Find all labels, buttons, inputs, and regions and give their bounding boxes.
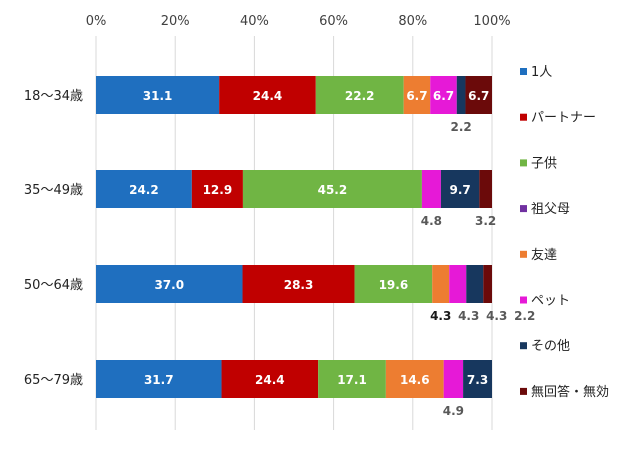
- bar-segment: [96, 360, 222, 398]
- legend-swatch: [520, 342, 527, 350]
- bar-segment: [96, 265, 243, 303]
- bar-segment: [403, 76, 431, 114]
- data-label: 28.3: [284, 278, 314, 292]
- data-label: 7.3: [467, 373, 488, 387]
- x-tick-label: 20%: [161, 14, 190, 29]
- bar-segment: [318, 360, 386, 398]
- legend-swatch: [520, 250, 527, 258]
- legend-swatch: [520, 113, 527, 121]
- legend-label: 無回答・無効: [531, 384, 609, 400]
- bar-segment: [96, 76, 220, 114]
- data-label: 2.2: [514, 309, 535, 323]
- bar-segment: [242, 170, 422, 208]
- legend-swatch: [520, 205, 527, 213]
- bar-segment: [466, 265, 484, 303]
- data-label: 4.3: [458, 309, 479, 323]
- data-label: 24.4: [253, 89, 283, 103]
- x-tick-label: 80%: [398, 14, 427, 29]
- bar-segment: [354, 265, 433, 303]
- data-label: 17.1: [337, 373, 367, 387]
- legend-swatch: [520, 387, 527, 395]
- data-label: 24.4: [255, 373, 285, 387]
- data-label: 3.2: [475, 214, 496, 228]
- data-label: 31.1: [143, 89, 173, 103]
- bar-segment: [385, 360, 444, 398]
- x-tick-label: 100%: [473, 14, 510, 29]
- bar-segment: [483, 265, 492, 303]
- bar-segment: [430, 76, 457, 114]
- bar-segment: [191, 170, 243, 208]
- data-label: 45.2: [318, 183, 348, 197]
- bar-segment: [443, 360, 464, 398]
- bar-segment: [463, 360, 492, 398]
- data-labels: 31.1 24.4 22.2 6.7 6.7 6.7 2.2 24.2 12.9 45.2 9.7 4…: [129, 89, 535, 418]
- data-label: 6.7: [406, 89, 427, 103]
- bar-segment: [432, 265, 450, 303]
- x-axis-ticks: 0% 20% 40% 60% 80% 100%: [86, 14, 511, 29]
- data-label: 19.6: [379, 278, 409, 292]
- data-label: 9.7: [449, 183, 470, 197]
- data-label: 6.7: [468, 89, 489, 103]
- legend-label: パートナー: [531, 111, 596, 126]
- bar-segment: [221, 360, 319, 398]
- data-label: 2.2: [450, 120, 471, 134]
- data-label: 14.6: [400, 373, 430, 387]
- data-label: 4.8: [421, 214, 442, 228]
- bar-segment: [465, 76, 492, 114]
- category-label: 18～34歳: [24, 89, 83, 104]
- category-label: 35～49歳: [24, 183, 83, 198]
- bar-segment: [449, 265, 467, 303]
- data-label: 4.9: [443, 404, 464, 418]
- data-label: 4.3: [430, 309, 451, 323]
- bars: [96, 76, 492, 398]
- bar-segment: [421, 170, 441, 208]
- legend-swatch: [520, 296, 527, 304]
- legend-swatch: [520, 68, 527, 75]
- bar-segment: [456, 76, 466, 114]
- bar-segment: [440, 170, 480, 208]
- bar-segment: [96, 170, 192, 208]
- legend-label: その他: [531, 339, 570, 354]
- category-label: 50～64歳: [24, 278, 83, 293]
- data-label: 4.3: [486, 309, 507, 323]
- x-tick-label: 0%: [86, 14, 107, 29]
- bar-segment: [315, 76, 404, 114]
- data-label: 37.0: [154, 278, 184, 292]
- data-label: 6.7: [433, 89, 454, 103]
- bar-segment: [242, 265, 355, 303]
- bar-segment: [219, 76, 316, 114]
- category-label: 65～79歳: [24, 373, 83, 388]
- x-tick-label: 60%: [319, 14, 348, 29]
- category-labels: 18～34歳 35～49歳 50～64歳 65～79歳: [24, 89, 83, 388]
- data-label: 22.2: [345, 89, 375, 103]
- legend-label: 友達: [531, 247, 557, 263]
- data-label: 24.2: [129, 183, 159, 197]
- legend-label: 1人: [531, 65, 552, 80]
- data-label: 12.9: [203, 183, 233, 197]
- data-label: 31.7: [144, 373, 174, 387]
- bar-segment: [479, 170, 492, 208]
- legend-swatch: [520, 159, 527, 167]
- legend-label: 子供: [531, 156, 557, 171]
- x-tick-label: 40%: [240, 14, 269, 29]
- legend-label: 祖父母: [531, 202, 570, 217]
- legend-label: ペット: [531, 294, 570, 309]
